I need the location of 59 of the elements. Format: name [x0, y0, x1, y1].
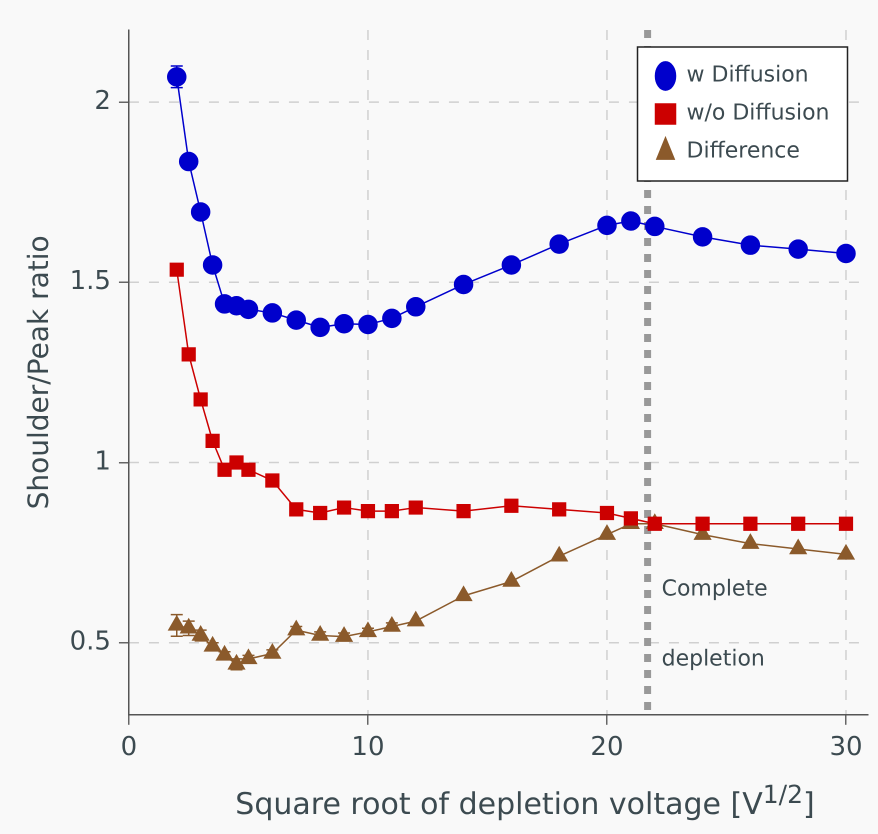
point [262, 303, 282, 323]
point [836, 244, 856, 264]
point [621, 211, 641, 231]
point [310, 318, 330, 338]
x-tick-label: 0 [120, 732, 138, 762]
x-tick-label: 20 [590, 732, 624, 762]
point [692, 227, 712, 247]
legend-label: Difference [686, 138, 800, 164]
point [743, 516, 758, 531]
point [624, 511, 638, 526]
x-tick-label: 10 [351, 732, 385, 762]
point [286, 310, 306, 330]
point [205, 434, 220, 448]
point [202, 255, 222, 275]
x-axis-title: Square root of depletion voltage [V$^{1/2}$] [234, 780, 816, 822]
legend-label: w Diffusion [686, 62, 809, 88]
x-tick-label: 30 [829, 732, 863, 762]
point [456, 504, 471, 518]
point [384, 504, 399, 518]
point [740, 235, 760, 255]
point [791, 516, 806, 531]
point [229, 455, 244, 470]
text: Complete depletion [662, 576, 768, 672]
y-tick-label: 1.5 [70, 266, 111, 296]
point [167, 67, 186, 87]
point [289, 502, 304, 516]
y-tick-label: 0.5 [70, 626, 111, 656]
point [360, 504, 376, 518]
point [504, 498, 518, 513]
point [695, 516, 710, 531]
point [182, 347, 196, 362]
point [552, 502, 566, 516]
point [170, 262, 184, 277]
legend-label: w/o Diffusion [686, 100, 830, 126]
point [313, 506, 328, 520]
y-axis-title: Shoulder/Peak ratio [22, 235, 56, 510]
point [502, 255, 522, 275]
point [382, 308, 402, 328]
point [454, 274, 474, 294]
point [336, 500, 352, 515]
point [241, 462, 256, 477]
point [788, 239, 808, 259]
point [358, 314, 378, 334]
point [265, 473, 280, 488]
point [190, 202, 210, 222]
point [549, 234, 569, 254]
y-tick-label: 2 [94, 86, 111, 116]
point [838, 516, 854, 531]
point [597, 216, 617, 236]
point [334, 314, 354, 334]
point [178, 152, 198, 172]
point [600, 506, 614, 520]
point [645, 216, 665, 236]
point [238, 300, 258, 320]
y-tick-label: 1 [94, 446, 111, 476]
point [194, 392, 208, 407]
point [408, 500, 423, 515]
point [217, 462, 232, 477]
point [406, 297, 426, 317]
